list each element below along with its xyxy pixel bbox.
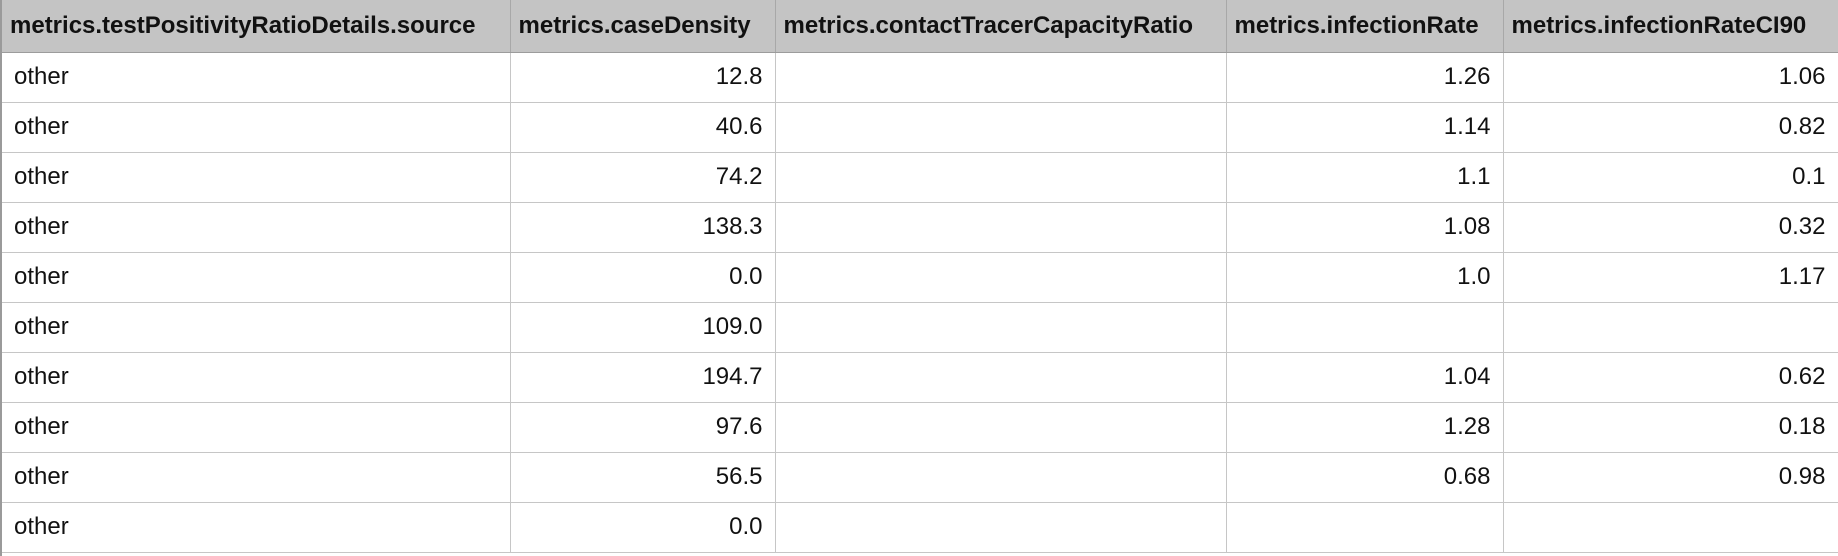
cell-case-density[interactable]: 194.7 xyxy=(510,352,776,403)
cell-contact-tracer-capacity-ratio[interactable] xyxy=(775,302,1227,353)
cell-infection-rate-ci90[interactable] xyxy=(1503,302,1838,353)
cell-case-density[interactable]: 0.0 xyxy=(510,252,776,303)
cell-case-density[interactable]: 40.6 xyxy=(510,102,776,153)
cell-contact-tracer-capacity-ratio[interactable] xyxy=(775,252,1227,303)
header-row: metrics.testPositivityRatioDetails.sourc… xyxy=(2,0,1838,53)
cell-infection-rate-ci90[interactable]: 1.06 xyxy=(1503,52,1838,103)
cell-source[interactable]: other xyxy=(2,102,511,153)
column-header-infection-rate-ci90[interactable]: metrics.infectionRateCI90 xyxy=(1503,0,1838,53)
cell-source[interactable]: other xyxy=(2,502,511,553)
table-row: other 97.6 1.28 0.18 xyxy=(2,402,1838,453)
column-header-contact-tracer-capacity-ratio[interactable]: metrics.contactTracerCapacityRatio xyxy=(775,0,1227,53)
cell-source[interactable]: other xyxy=(2,302,511,353)
cell-source[interactable]: other xyxy=(2,152,511,203)
cell-contact-tracer-capacity-ratio[interactable] xyxy=(775,402,1227,453)
cell-infection-rate-ci90[interactable] xyxy=(1503,502,1838,553)
cell-infection-rate-ci90[interactable]: 1.17 xyxy=(1503,252,1838,303)
cell-contact-tracer-capacity-ratio[interactable] xyxy=(775,202,1227,253)
table-row: other 12.8 1.26 1.06 xyxy=(2,52,1838,103)
cell-contact-tracer-capacity-ratio[interactable] xyxy=(775,502,1227,553)
cell-infection-rate-ci90[interactable]: 0.1 xyxy=(1503,152,1838,203)
cell-source[interactable]: other xyxy=(2,402,511,453)
cell-infection-rate[interactable]: 1.14 xyxy=(1226,102,1504,153)
cell-infection-rate[interactable] xyxy=(1226,302,1504,353)
table-row: other 56.5 0.68 0.98 xyxy=(2,452,1838,503)
cell-case-density[interactable]: 0.0 xyxy=(510,502,776,553)
table-row: other 40.6 1.14 0.82 xyxy=(2,102,1838,153)
cell-case-density[interactable]: 12.8 xyxy=(510,52,776,103)
cell-infection-rate-ci90[interactable]: 0.18 xyxy=(1503,402,1838,453)
cell-infection-rate[interactable]: 1.1 xyxy=(1226,152,1504,203)
cell-infection-rate-ci90[interactable]: 0.98 xyxy=(1503,452,1838,503)
table-row: other 109.0 xyxy=(2,302,1838,353)
table-row: other 138.3 1.08 0.32 xyxy=(2,202,1838,253)
cell-infection-rate-ci90[interactable]: 0.82 xyxy=(1503,102,1838,153)
cell-source[interactable]: other xyxy=(2,352,511,403)
cell-case-density[interactable]: 138.3 xyxy=(510,202,776,253)
cell-contact-tracer-capacity-ratio[interactable] xyxy=(775,52,1227,103)
cell-contact-tracer-capacity-ratio[interactable] xyxy=(775,352,1227,403)
cell-source[interactable]: other xyxy=(2,252,511,303)
cell-contact-tracer-capacity-ratio[interactable] xyxy=(775,452,1227,503)
cell-infection-rate[interactable]: 1.04 xyxy=(1226,352,1504,403)
column-header-source[interactable]: metrics.testPositivityRatioDetails.sourc… xyxy=(2,0,511,53)
column-header-infection-rate[interactable]: metrics.infectionRate xyxy=(1226,0,1504,53)
cell-source[interactable]: other xyxy=(2,52,511,103)
table-row: other 74.2 1.1 0.1 xyxy=(2,152,1838,203)
cell-source[interactable]: other xyxy=(2,202,511,253)
cell-contact-tracer-capacity-ratio[interactable] xyxy=(775,152,1227,203)
cell-infection-rate[interactable]: 1.28 xyxy=(1226,402,1504,453)
table-row: other 0.0 1.0 1.17 xyxy=(2,252,1838,303)
cell-infection-rate-ci90[interactable]: 0.32 xyxy=(1503,202,1838,253)
cell-infection-rate[interactable] xyxy=(1226,502,1504,553)
cell-case-density[interactable]: 74.2 xyxy=(510,152,776,203)
cell-infection-rate[interactable]: 1.0 xyxy=(1226,252,1504,303)
cell-infection-rate[interactable]: 1.08 xyxy=(1226,202,1504,253)
table-row: other 194.7 1.04 0.62 xyxy=(2,352,1838,403)
cell-source[interactable]: other xyxy=(2,452,511,503)
cell-case-density[interactable]: 97.6 xyxy=(510,402,776,453)
column-header-case-density[interactable]: metrics.caseDensity xyxy=(510,0,776,53)
table-row: other 0.0 xyxy=(2,502,1838,553)
cell-infection-rate[interactable]: 1.26 xyxy=(1226,52,1504,103)
cell-case-density[interactable]: 56.5 xyxy=(510,452,776,503)
cell-contact-tracer-capacity-ratio[interactable] xyxy=(775,102,1227,153)
cell-infection-rate-ci90[interactable]: 0.62 xyxy=(1503,352,1838,403)
cell-infection-rate[interactable]: 0.68 xyxy=(1226,452,1504,503)
cell-case-density[interactable]: 109.0 xyxy=(510,302,776,353)
